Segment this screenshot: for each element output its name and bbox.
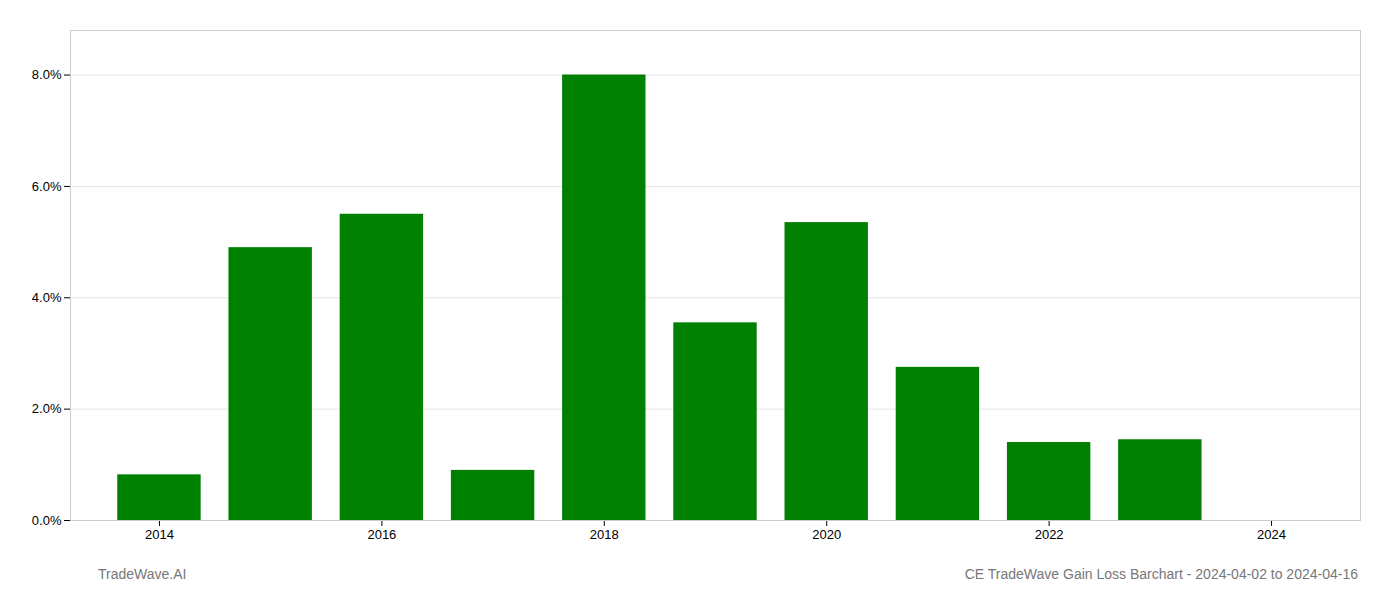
svg-text:8.0%: 8.0% [32, 67, 62, 82]
svg-text:2016: 2016 [367, 527, 396, 542]
svg-text:0.0%: 0.0% [32, 513, 62, 528]
svg-text:4.0%: 4.0% [32, 290, 62, 305]
html-text:CE TradeWave Gain Loss Barchar: CE TradeWave Gain Loss Barchart - 2024-0… [964, 566, 1358, 582]
svg-text:2.0%: 2.0% [32, 401, 62, 416]
svg-text:2018: 2018 [590, 527, 619, 542]
svg-text:6.0%: 6.0% [32, 179, 62, 194]
svg-text:2020: 2020 [812, 527, 841, 542]
svg-text:2022: 2022 [1035, 527, 1064, 542]
html-text:TradeWave.AI: TradeWave.AI [98, 566, 187, 582]
svg-text:2014: 2014 [145, 527, 174, 542]
svg-text:2024: 2024 [1257, 527, 1286, 542]
